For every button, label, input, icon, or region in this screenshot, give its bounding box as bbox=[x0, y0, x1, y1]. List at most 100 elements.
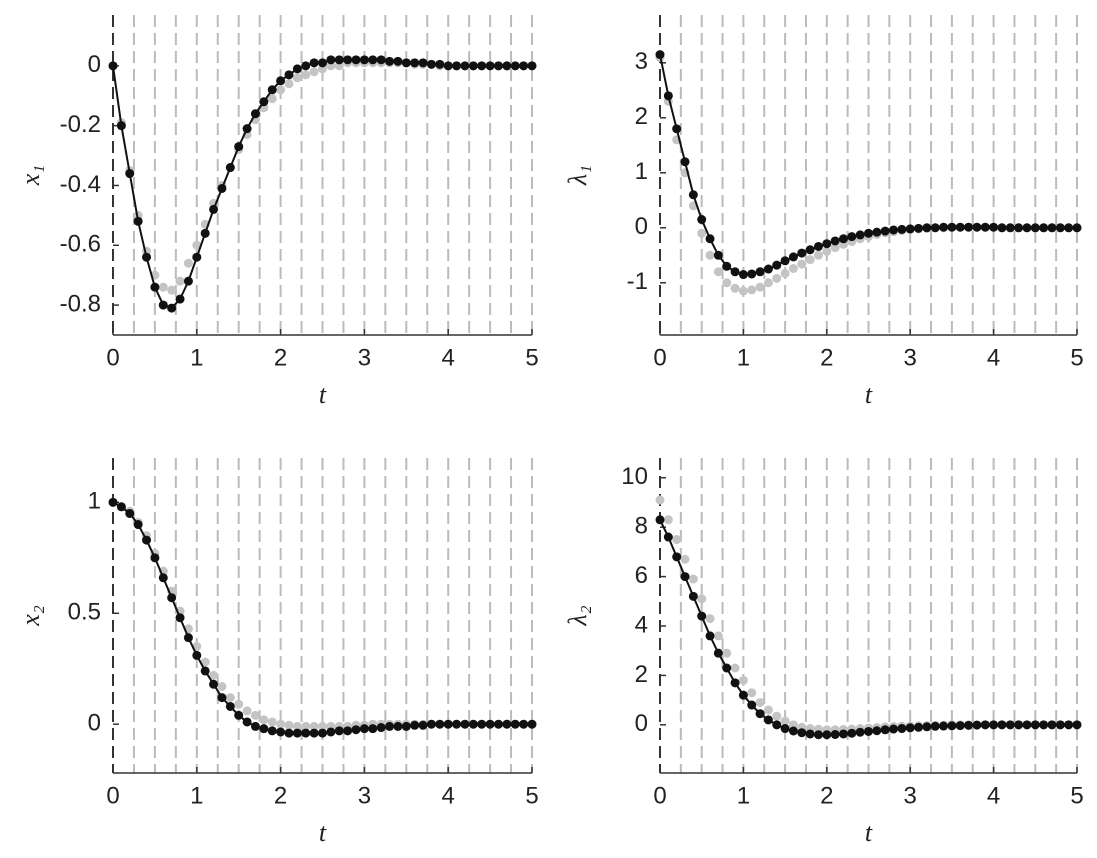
data-point bbox=[813, 241, 823, 251]
data-point bbox=[730, 663, 740, 673]
data-point bbox=[142, 535, 152, 545]
x-tick-label: 5 bbox=[1070, 344, 1083, 371]
data-point bbox=[125, 169, 135, 179]
x-tick-label: 1 bbox=[737, 782, 750, 809]
data-point bbox=[947, 721, 957, 731]
data-point bbox=[292, 728, 302, 738]
data-point bbox=[672, 124, 682, 134]
data-point bbox=[309, 728, 319, 738]
data-point bbox=[175, 294, 185, 304]
data-point bbox=[167, 285, 177, 295]
data-point bbox=[276, 76, 286, 86]
data-point bbox=[914, 223, 924, 233]
data-point bbox=[158, 300, 168, 310]
x-tick-label: 2 bbox=[274, 344, 287, 371]
data-point bbox=[780, 268, 790, 278]
data-point bbox=[914, 722, 924, 732]
data-point bbox=[763, 264, 773, 274]
data-point bbox=[309, 721, 319, 731]
data-point bbox=[697, 228, 707, 238]
data-point bbox=[788, 720, 798, 730]
data-point bbox=[452, 61, 462, 71]
data-point bbox=[797, 259, 807, 269]
data-point bbox=[183, 258, 193, 268]
data-point bbox=[493, 61, 503, 71]
data-point bbox=[713, 648, 723, 658]
data-point bbox=[755, 709, 765, 719]
data-point bbox=[368, 724, 378, 734]
data-point bbox=[730, 267, 740, 277]
data-point bbox=[167, 593, 177, 603]
data-point bbox=[989, 222, 999, 232]
data-point bbox=[1030, 720, 1040, 730]
data-point bbox=[663, 515, 673, 525]
data-point bbox=[510, 61, 520, 71]
data-point bbox=[452, 719, 462, 729]
data-point bbox=[477, 719, 487, 729]
data-point bbox=[655, 50, 665, 60]
data-point bbox=[250, 710, 260, 720]
data-point bbox=[697, 215, 707, 225]
data-point bbox=[747, 688, 757, 698]
data-point bbox=[167, 303, 177, 313]
data-point bbox=[722, 278, 732, 288]
data-point bbox=[955, 721, 965, 731]
data-point bbox=[738, 270, 748, 280]
data-point bbox=[116, 502, 126, 512]
data-point bbox=[897, 724, 907, 734]
data-point bbox=[519, 719, 529, 729]
data-point bbox=[485, 61, 495, 71]
x-tick-label: 2 bbox=[274, 782, 287, 809]
data-point bbox=[780, 256, 790, 266]
data-point bbox=[705, 234, 715, 244]
data-point bbox=[217, 183, 227, 193]
data-point bbox=[527, 61, 537, 71]
y-axis-label: λ₂ bbox=[563, 605, 592, 626]
data-point bbox=[284, 70, 294, 80]
data-point bbox=[108, 497, 118, 507]
data-point bbox=[326, 727, 336, 737]
data-point bbox=[847, 728, 857, 738]
y-tick-label: 0 bbox=[88, 51, 101, 78]
data-point bbox=[385, 56, 395, 66]
data-point bbox=[780, 716, 790, 726]
data-point bbox=[747, 285, 757, 295]
data-point bbox=[688, 190, 698, 200]
y-tick-label: 2 bbox=[635, 103, 648, 130]
data-point bbox=[939, 721, 949, 731]
data-point bbox=[267, 94, 277, 104]
data-point bbox=[250, 109, 260, 119]
data-point bbox=[672, 535, 682, 545]
data-point bbox=[705, 614, 715, 624]
data-point bbox=[376, 55, 386, 65]
data-point bbox=[192, 252, 202, 262]
y-tick-label: 4 bbox=[635, 611, 648, 638]
data-point bbox=[426, 719, 436, 729]
data-point bbox=[1005, 720, 1015, 730]
y-tick-label: 8 bbox=[635, 513, 648, 540]
data-point bbox=[175, 276, 185, 286]
data-point bbox=[713, 250, 723, 260]
data-point bbox=[259, 724, 269, 734]
data-point bbox=[772, 711, 782, 721]
data-point bbox=[813, 730, 823, 740]
data-point bbox=[343, 55, 353, 65]
data-point bbox=[284, 728, 294, 738]
data-point bbox=[527, 719, 537, 729]
data-point bbox=[930, 223, 940, 233]
x-tick-label: 4 bbox=[442, 782, 455, 809]
data-point bbox=[813, 250, 823, 260]
x-tick-label: 1 bbox=[190, 782, 203, 809]
data-point bbox=[116, 121, 126, 131]
data-point bbox=[343, 726, 353, 736]
data-point bbox=[334, 55, 344, 65]
data-point bbox=[183, 633, 193, 643]
data-point bbox=[747, 700, 757, 710]
data-point bbox=[183, 276, 193, 286]
data-point bbox=[108, 61, 118, 71]
data-point bbox=[663, 532, 673, 542]
data-point bbox=[1072, 720, 1082, 730]
data-point bbox=[292, 64, 302, 74]
y-tick-label: 0.5 bbox=[68, 599, 101, 626]
data-point bbox=[763, 278, 773, 288]
